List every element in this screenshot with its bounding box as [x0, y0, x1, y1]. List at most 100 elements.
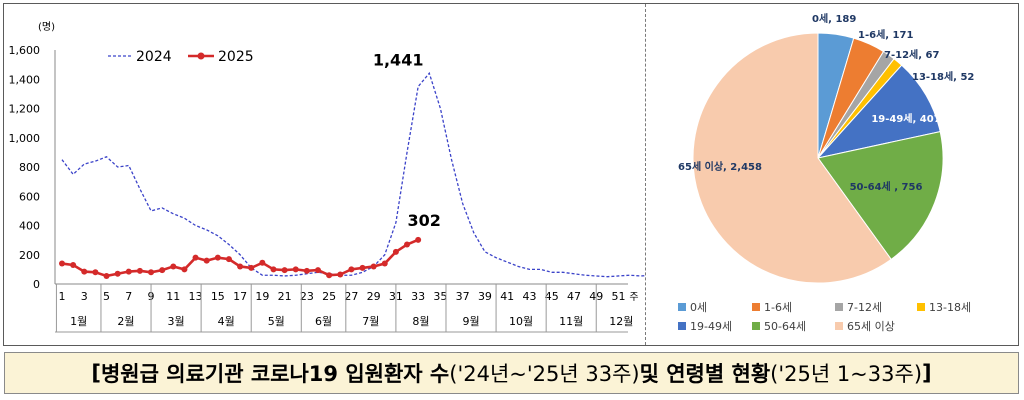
y-axis-unit-label: (명) — [38, 21, 55, 33]
pie-legend: 0세 1-6세 7-12세 13-18세 19-49세 50-64세 65세 이상 — [678, 301, 971, 333]
x-tick-label: 33 — [411, 290, 425, 303]
x-tick-label: 23 — [300, 290, 314, 303]
legend-2025-marker — [197, 52, 205, 60]
x-tick-label: 29 — [367, 290, 381, 303]
y-tick-label: 1,200 — [9, 103, 41, 116]
y-tick-label: 0 — [33, 278, 40, 291]
y-tick-label: 1,000 — [9, 132, 41, 145]
series-2025-point — [303, 267, 310, 274]
line-chart-series: 1,441 302 — [59, 50, 645, 279]
month-label: 4월 — [218, 315, 235, 328]
x-tick-label: 39 — [478, 290, 492, 303]
series-2025-point — [59, 260, 65, 267]
x-tick-label: 11 — [166, 290, 180, 303]
month-label: 12월 — [609, 315, 633, 328]
legend-2025-label: 2025 — [218, 49, 254, 65]
caption-title-age: 및 연령별 현황 — [639, 362, 771, 386]
x-tick-label: 19 — [255, 290, 269, 303]
pie-legend-label: 50-64세 — [764, 320, 806, 333]
x-tick-label: 5 — [103, 290, 110, 303]
month-label: 1월 — [70, 315, 87, 328]
x-tick-label: 3 — [81, 290, 88, 303]
pie-legend-label: 13-18세 — [929, 301, 971, 314]
x-tick-label: 43 — [522, 290, 536, 303]
series-2025-point — [214, 254, 221, 261]
x-tick-label: 1 — [59, 290, 66, 303]
series-2025-point — [203, 257, 210, 264]
month-label: 5월 — [268, 315, 285, 328]
pie-slice-5 — [816, 64, 941, 159]
series-2025-point — [392, 248, 399, 255]
caption-period-line: ('24년~'25년 33주) — [449, 362, 640, 386]
y-tick-label: 200 — [19, 249, 40, 262]
pie-legend-label: 1-6세 — [764, 301, 792, 314]
series-2025-point — [292, 266, 299, 273]
pie-data-label: 0세, 189 — [812, 12, 856, 25]
pie-legend-swatch — [752, 303, 760, 311]
series-2025-point — [148, 269, 155, 276]
pie-data-label: 19-49세, 407 — [871, 112, 940, 125]
latest-2025-label: 302 — [407, 211, 440, 230]
month-label: 6월 — [315, 315, 332, 328]
month-label: 11월 — [559, 315, 583, 328]
series-2025-point — [181, 266, 188, 273]
series-2025-point — [92, 269, 99, 276]
x-tick-label: 45 — [545, 290, 559, 303]
pie-legend-label: 7-12세 — [847, 301, 882, 314]
caption-title-main: 병원급 의료기관 코로나19 입원환자 수 — [100, 362, 450, 386]
caption-close-bracket: ] — [922, 361, 932, 385]
x-tick-label: 13 — [189, 290, 203, 303]
series-2025-point — [381, 260, 388, 267]
y-tick-label: 400 — [19, 220, 40, 233]
caption-open-bracket: [ — [91, 361, 101, 385]
series-2025-point — [370, 263, 377, 270]
series-2025-point — [359, 264, 366, 271]
pie-legend-label: 65세 이상 — [847, 320, 895, 333]
x-tick-label: 21 — [278, 290, 292, 303]
month-label: 10월 — [509, 315, 533, 328]
series-2025-point — [248, 264, 255, 271]
pie-legend-swatch — [835, 322, 843, 330]
month-label: 2월 — [117, 315, 134, 328]
series-2025-point — [259, 259, 266, 266]
y-tick-label: 800 — [19, 161, 40, 174]
month-label: 8월 — [412, 315, 429, 328]
x-tick-label: 17 — [233, 290, 247, 303]
series-2025-point — [326, 272, 333, 279]
series-2025-point — [136, 267, 143, 274]
x-tick-label: 15 — [211, 290, 225, 303]
x-tick-label: 25 — [322, 290, 336, 303]
y-tick-label: 1,600 — [9, 44, 41, 57]
pie-legend-swatch — [678, 322, 686, 330]
pie-legend-swatch — [917, 303, 925, 311]
x-tick-label: 41 — [500, 290, 514, 303]
series-2025-point — [170, 263, 177, 270]
x-tick-label: 47 — [567, 290, 581, 303]
x-tick-label: 27 — [344, 290, 358, 303]
month-label: 7월 — [362, 315, 379, 328]
series-2024-line — [61, 71, 645, 278]
pie-data-label: 50-64세 , 756 — [850, 180, 923, 193]
legend-2024-label: 2024 — [136, 49, 172, 65]
series-2025-point — [225, 256, 232, 263]
month-label: 3월 — [168, 315, 185, 328]
series-2025-point — [314, 267, 321, 274]
month-label: 9월 — [462, 315, 479, 328]
figure-caption: [병원급 의료기관 코로나19 입원환자 수 ('24년~'25년 33주) 및 … — [4, 352, 1019, 394]
series-2025-point — [415, 236, 422, 243]
series-2025-point — [237, 263, 244, 270]
series-2025-point — [270, 266, 277, 273]
pie-data-label: 7-12세, 67 — [884, 48, 939, 61]
pie-legend-swatch — [835, 303, 843, 311]
pie-legend-swatch — [678, 303, 686, 311]
figure-frame — [3, 3, 1019, 346]
pie-legend-swatch — [752, 322, 760, 330]
pie-slice-7 — [692, 32, 892, 284]
series-2025-point — [159, 267, 166, 274]
series-2025-point — [103, 272, 110, 279]
peak-2024-label: 1,441 — [373, 50, 424, 69]
